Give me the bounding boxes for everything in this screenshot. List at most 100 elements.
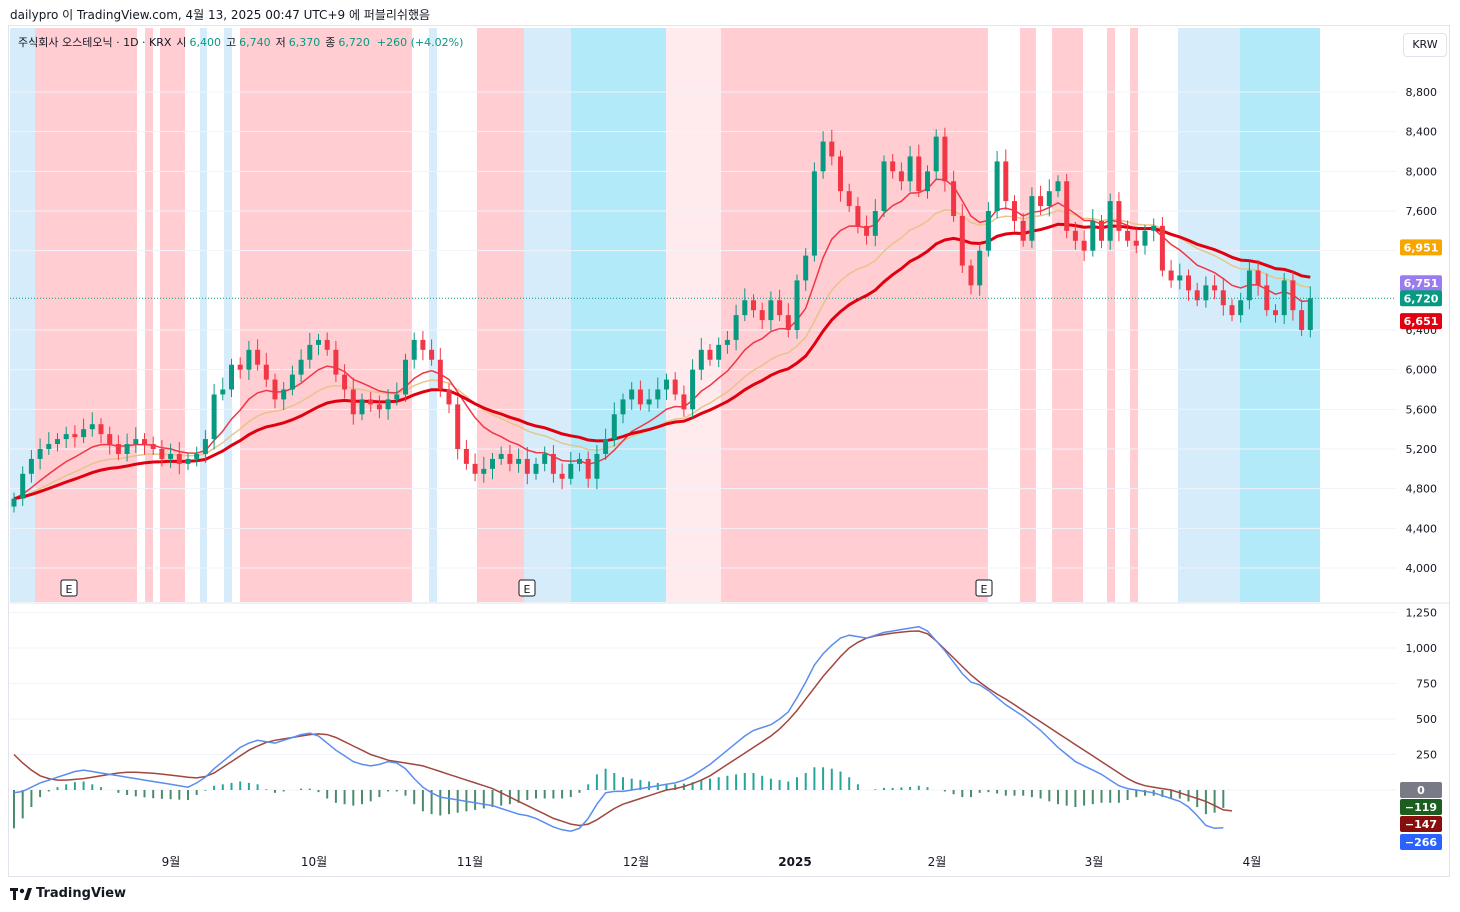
y-tick-label: 8,400 — [1406, 126, 1438, 139]
candle-57 — [507, 445, 513, 472]
candle-142 — [1246, 261, 1252, 310]
candle-138 — [1212, 274, 1218, 300]
candle-102 — [898, 162, 904, 191]
candle-67 — [594, 445, 600, 490]
background-zone-7 — [429, 28, 437, 602]
tradingview-logo[interactable]: TradingView — [10, 886, 126, 901]
candle-126 — [1107, 193, 1113, 250]
candle-body — [1064, 181, 1070, 231]
candle-41 — [368, 391, 374, 412]
currency-button[interactable]: KRW — [1403, 33, 1447, 57]
y-tick-label: 5,200 — [1406, 443, 1438, 456]
candle-body — [550, 453, 556, 474]
candle-body — [603, 439, 609, 454]
candle-body — [1046, 191, 1052, 207]
candle-60 — [533, 457, 539, 480]
candle-10 — [98, 418, 104, 444]
candle-52 — [463, 440, 469, 470]
background-zone-9 — [524, 28, 571, 602]
candle-body — [1029, 196, 1035, 241]
candle-51 — [455, 396, 461, 460]
candle-7 — [72, 425, 78, 448]
candle-body — [803, 255, 809, 281]
candle-body — [542, 453, 548, 464]
candle-body — [72, 434, 78, 438]
candle-127 — [1116, 192, 1122, 242]
candle-body — [524, 458, 530, 474]
candle-29 — [263, 352, 269, 388]
candle-body — [472, 463, 478, 474]
candle-4 — [46, 432, 52, 455]
candle-71 — [629, 382, 635, 410]
footer-brand: TradingView — [36, 886, 127, 901]
candle-122 — [1072, 221, 1078, 250]
candle-136 — [1194, 282, 1200, 307]
symbol-name[interactable]: 주식회사 오스테오닉 · 1D · KRX — [18, 36, 172, 49]
candle-body — [168, 453, 174, 459]
background-zone-10 — [571, 28, 666, 602]
candle-78 — [690, 359, 696, 419]
candle-body — [785, 315, 791, 330]
candle-body — [490, 458, 495, 469]
candle-119 — [1046, 179, 1052, 217]
candle-body — [272, 379, 278, 400]
candle-129 — [1133, 228, 1139, 254]
candle-body — [690, 369, 696, 410]
candle-134 — [1177, 263, 1183, 290]
candle-body — [63, 434, 69, 440]
candle-body — [55, 439, 60, 445]
candle-body — [307, 344, 313, 360]
candle-81 — [716, 337, 722, 368]
background-zone-11 — [666, 28, 721, 602]
candle-body — [594, 453, 600, 479]
y-tick-label: 6,000 — [1406, 364, 1438, 377]
candle-body — [1194, 290, 1200, 301]
candle-35 — [316, 333, 321, 356]
candle-26 — [237, 357, 243, 379]
background-zone-14 — [1052, 28, 1083, 602]
price-label-box — [1400, 313, 1442, 330]
candle-body — [1072, 230, 1078, 241]
candle-body — [629, 389, 635, 400]
candle-133 — [1168, 260, 1174, 288]
candle-body — [890, 161, 896, 172]
candle-body — [368, 399, 374, 405]
candle-body — [115, 444, 121, 454]
candle-86 — [759, 302, 765, 330]
candle-124 — [1090, 209, 1096, 257]
candle-112 — [985, 202, 991, 257]
macd-label-box — [1400, 834, 1442, 850]
candle-50 — [446, 383, 452, 414]
candle-body — [429, 349, 435, 360]
candle-90 — [794, 274, 800, 339]
candle-body — [298, 359, 304, 375]
candle-56 — [498, 446, 504, 465]
candle-1 — [20, 466, 26, 507]
candle-body — [1099, 220, 1104, 241]
candle-94 — [829, 129, 835, 166]
candle-45 — [403, 353, 408, 402]
price-label: 6,651 — [1404, 315, 1439, 328]
candle-body — [20, 473, 26, 499]
candle-body — [1055, 181, 1061, 192]
candle-107 — [942, 127, 948, 192]
candle-58 — [516, 448, 522, 473]
earnings-marker-box — [518, 579, 536, 597]
background-zone-12 — [721, 28, 988, 602]
candle-body — [481, 468, 487, 474]
candle-body — [507, 453, 513, 464]
candle-body — [1299, 310, 1305, 330]
x-tick-label: 4월 — [1243, 855, 1262, 869]
candle-103 — [907, 146, 913, 192]
candle-145 — [1273, 304, 1278, 323]
candle-21 — [194, 446, 200, 467]
candle-body — [959, 215, 965, 266]
candle-47 — [420, 330, 426, 361]
candle-49 — [437, 347, 443, 397]
candle-118 — [1038, 185, 1044, 215]
candle-89 — [785, 303, 791, 338]
candle-body — [838, 156, 843, 192]
candle-72 — [637, 380, 643, 411]
candle-body — [533, 463, 539, 474]
